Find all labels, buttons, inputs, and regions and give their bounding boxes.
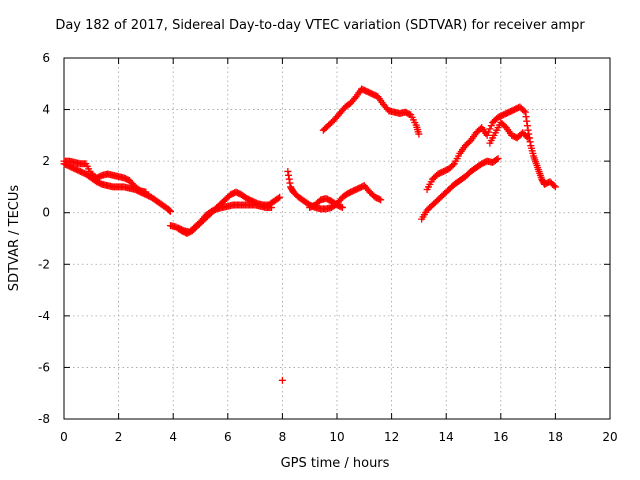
x-tick-label: 4 <box>169 430 177 444</box>
chart-title: Day 182 of 2017, Sidereal Day-to-day VTE… <box>55 18 585 33</box>
data-point-seg6 <box>551 183 559 191</box>
data-point-seg6 <box>523 117 531 125</box>
data-point-outlier <box>278 376 286 384</box>
data-point-seg3 <box>284 167 292 175</box>
data-point-seg3 <box>285 171 293 179</box>
data-point-seg1b <box>142 188 150 196</box>
data-point-seg6 <box>487 122 495 130</box>
y-tick-label: 6 <box>42 51 50 65</box>
data-point-seg1 <box>166 207 174 215</box>
data-point-seg6 <box>522 113 530 121</box>
data-point-seg6 <box>483 131 491 139</box>
data-point-seg4 <box>351 94 359 102</box>
x-axis-label: GPS time / hours <box>280 456 390 471</box>
x-tick-label: 16 <box>493 430 508 444</box>
x-tick-label: 18 <box>548 430 563 444</box>
x-tick-label: 8 <box>279 430 287 444</box>
y-tick-label: 4 <box>42 103 50 117</box>
y-tick-label: 0 <box>42 206 50 220</box>
y-tick-label: -6 <box>38 360 50 374</box>
x-tick-label: 0 <box>60 430 68 444</box>
data-point-seg3 <box>285 175 293 183</box>
x-tick-label: 2 <box>115 430 123 444</box>
x-tick-label: 6 <box>224 430 232 444</box>
data-point-seg6 <box>520 107 528 115</box>
x-tick-label: 20 <box>602 430 617 444</box>
data-point-seg6b <box>523 133 531 141</box>
data-point-seg5 <box>494 155 502 163</box>
x-tick-label: 14 <box>439 430 454 444</box>
x-tick-label: 12 <box>384 430 399 444</box>
data-point-seg5 <box>493 156 501 164</box>
data-point-seg6 <box>550 182 558 190</box>
data-point-seg2 <box>276 193 284 201</box>
data-point-seg6 <box>485 128 493 136</box>
data-point-seg4 <box>415 130 423 138</box>
data-point-seg6 <box>523 122 531 130</box>
y-tick-label: -8 <box>38 412 50 426</box>
data-point-seg2b <box>267 204 275 212</box>
data-point-seg6 <box>449 161 457 169</box>
y-tick-label: -4 <box>38 309 50 323</box>
data-point-seg3 <box>286 179 294 187</box>
data-point-seg6 <box>521 108 529 116</box>
y-tick-label: -2 <box>38 257 50 271</box>
y-tick-label: 2 <box>42 154 50 168</box>
data-point-seg3b <box>338 204 346 212</box>
data-point-seg6 <box>526 138 534 146</box>
data-point-seg6b <box>524 134 532 142</box>
data-point-seg6 <box>524 126 532 134</box>
data-point-seg2 <box>274 194 282 202</box>
data-point-seg6 <box>486 125 494 133</box>
x-tick-label: 10 <box>329 430 344 444</box>
data-point-seg3 <box>377 196 385 204</box>
